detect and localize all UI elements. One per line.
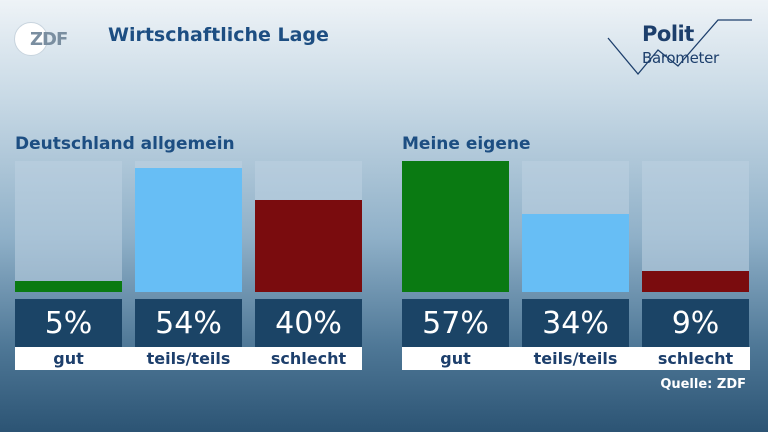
bar-track [522,161,629,292]
bar-schlecht [255,200,362,292]
zdf-logo-circle-icon [14,22,48,56]
value-label: 34% [522,299,629,347]
value-label: 54% [135,299,242,347]
zdf-logo: ZDF [14,22,68,56]
politbarometer-logo: Polit Barometer [604,16,754,76]
politbarometer-zigzag-icon [607,19,752,76]
brand-barometer-text: Barometer [642,49,719,67]
category-label: gut [53,349,84,368]
bar-track [135,161,242,292]
value-label: 57% [402,299,509,347]
brand-polit-text: Polit [642,22,694,46]
bar-teils-teils [135,168,242,292]
bar-gut [15,281,122,292]
bar-track [15,161,122,292]
category-label: schlecht [657,349,734,368]
value-label: 9% [642,299,749,347]
value-label: 5% [15,299,122,347]
chart-title-2: Meine eigene [402,134,531,154]
category-label: gut [440,349,471,368]
source-note: Quelle: ZDF [660,377,746,392]
zdf-logo-text: ZDF [30,28,68,50]
page-title: Wirtschaftliche Lage [108,24,329,46]
bar-teils-teils [522,214,629,292]
bar-track [402,161,509,292]
category-label: schlecht [270,349,347,368]
category-label: teils/teils [533,349,618,368]
category-label-strip-right [402,347,750,370]
bar-track [642,161,749,292]
value-label: 40% [255,299,362,347]
bar-gut [402,161,509,292]
category-label-strip-left [15,347,362,370]
bar-track [255,161,362,292]
bar-schlecht [642,271,749,292]
chart-title-1: Deutschland allgemein [15,134,235,154]
category-label: teils/teils [146,349,231,368]
